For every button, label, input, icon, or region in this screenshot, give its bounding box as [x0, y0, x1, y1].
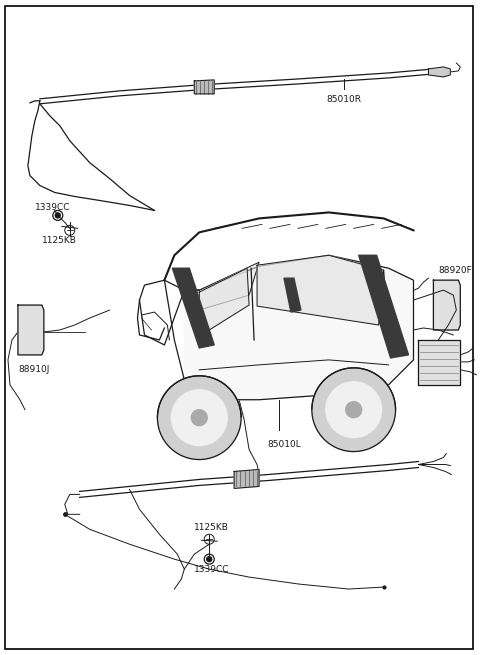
Text: 1125KB: 1125KB [194, 523, 229, 532]
Circle shape [207, 557, 212, 561]
Polygon shape [172, 268, 214, 348]
Circle shape [157, 376, 241, 460]
Polygon shape [234, 470, 259, 489]
Text: 85010R: 85010R [326, 95, 361, 104]
Polygon shape [429, 67, 450, 77]
Circle shape [192, 409, 207, 426]
Text: 88910J: 88910J [18, 365, 49, 375]
Text: 85010L: 85010L [267, 440, 301, 449]
Text: 1125KB: 1125KB [42, 236, 77, 245]
Text: 88920F: 88920F [438, 266, 472, 275]
Polygon shape [284, 278, 301, 312]
Circle shape [171, 390, 227, 445]
Polygon shape [184, 262, 259, 310]
Circle shape [312, 368, 396, 451]
Text: 1339CC: 1339CC [194, 565, 230, 574]
Polygon shape [199, 268, 249, 330]
Circle shape [55, 213, 60, 218]
Polygon shape [419, 340, 460, 384]
Circle shape [326, 382, 382, 438]
Circle shape [346, 402, 361, 418]
Polygon shape [18, 305, 44, 355]
Polygon shape [184, 255, 413, 400]
Polygon shape [257, 255, 384, 325]
Polygon shape [194, 80, 214, 94]
Text: 1339CC: 1339CC [35, 203, 71, 212]
Polygon shape [359, 255, 408, 358]
Polygon shape [433, 280, 460, 330]
